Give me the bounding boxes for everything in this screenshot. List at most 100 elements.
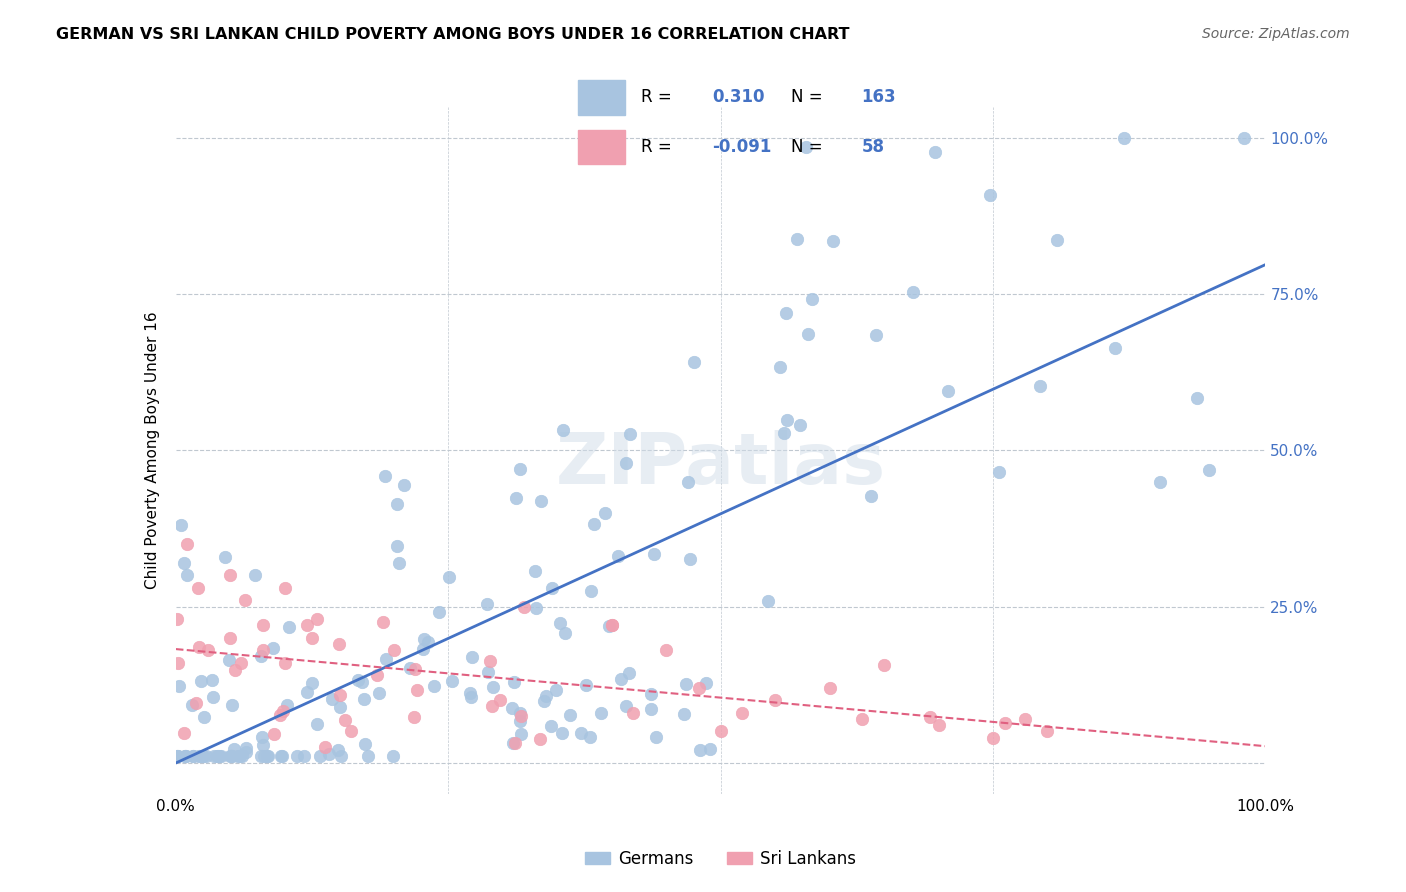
Point	[190, 673, 212, 688]
Point	[794, 140, 817, 154]
Point	[510, 708, 533, 723]
Point	[256, 749, 278, 764]
Point	[412, 641, 434, 656]
Point	[582, 516, 605, 531]
Point	[292, 749, 315, 764]
Point	[221, 749, 243, 764]
Point	[776, 413, 799, 427]
Point	[617, 665, 640, 680]
Point	[249, 649, 271, 664]
Point	[786, 232, 808, 246]
Point	[640, 702, 662, 716]
Point	[569, 726, 592, 740]
Point	[928, 718, 950, 732]
Point	[505, 491, 527, 506]
Point	[353, 691, 375, 706]
Point	[276, 698, 298, 712]
Point	[678, 475, 700, 489]
Point	[269, 707, 291, 722]
Point	[256, 749, 278, 764]
Point	[710, 724, 733, 739]
Point	[174, 749, 197, 764]
Point	[270, 749, 292, 764]
Text: R =: R =	[641, 138, 672, 156]
Point	[818, 681, 841, 695]
Point	[187, 640, 209, 655]
Point	[423, 679, 446, 693]
Point	[262, 641, 284, 656]
Point	[243, 567, 266, 582]
Text: N =: N =	[790, 138, 823, 156]
Point	[392, 478, 415, 492]
Point	[481, 698, 503, 713]
Point	[295, 618, 318, 632]
Point	[301, 676, 323, 690]
Point	[231, 749, 253, 764]
Point	[606, 549, 628, 563]
Point	[382, 643, 405, 657]
Point	[530, 494, 553, 508]
Point	[219, 568, 242, 582]
Point	[502, 736, 524, 750]
Point	[329, 700, 352, 714]
Point	[589, 706, 612, 720]
Point	[621, 706, 644, 720]
Point	[295, 685, 318, 699]
Point	[523, 564, 546, 578]
Point	[644, 730, 666, 744]
Point	[873, 658, 896, 673]
Point	[388, 556, 411, 570]
Point	[173, 749, 195, 764]
Point	[533, 694, 555, 708]
FancyBboxPatch shape	[578, 79, 626, 114]
Point	[224, 663, 246, 677]
Point	[329, 749, 352, 764]
Point	[301, 631, 323, 645]
Point	[1104, 341, 1126, 355]
Point	[250, 749, 273, 764]
Point	[851, 712, 873, 726]
Point	[918, 710, 941, 724]
Point	[924, 145, 946, 159]
Point	[981, 731, 1004, 745]
Point	[167, 679, 190, 693]
Point	[226, 749, 249, 764]
Point	[195, 749, 218, 764]
Point	[800, 292, 823, 306]
Point	[329, 688, 352, 702]
Point	[1232, 131, 1256, 145]
Point	[575, 678, 598, 692]
Point	[509, 714, 531, 728]
Point	[994, 716, 1017, 731]
Point	[191, 749, 214, 764]
Point	[183, 749, 205, 764]
Point	[614, 456, 637, 470]
Point	[347, 673, 370, 687]
Point	[581, 584, 603, 599]
Point	[689, 743, 711, 757]
Point	[307, 612, 329, 626]
Point	[1198, 462, 1220, 476]
Point	[640, 688, 662, 702]
Point	[610, 672, 633, 686]
Point	[381, 749, 404, 764]
Point	[221, 698, 243, 712]
Point	[229, 749, 252, 764]
Point	[903, 285, 925, 299]
Point	[683, 355, 706, 369]
Point	[250, 730, 273, 744]
Point	[505, 737, 527, 751]
Point	[478, 654, 501, 668]
Point	[278, 620, 301, 634]
Text: 58: 58	[862, 138, 884, 156]
Point	[201, 673, 224, 687]
Point	[600, 618, 623, 632]
Point	[536, 689, 558, 703]
Point	[797, 326, 820, 341]
Legend: Germans, Sri Lankans: Germans, Sri Lankans	[578, 844, 863, 875]
Point	[987, 465, 1010, 479]
Point	[374, 469, 396, 483]
Point	[619, 427, 641, 442]
Point	[979, 188, 1001, 202]
Point	[773, 425, 796, 440]
